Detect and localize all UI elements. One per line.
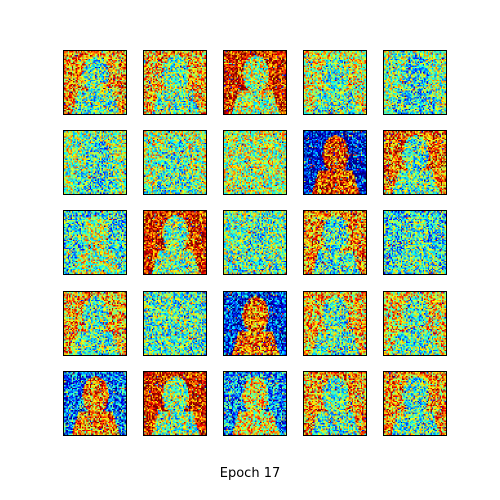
sample-image xyxy=(224,372,286,435)
sample-tile xyxy=(143,50,207,115)
sample-image xyxy=(384,211,446,274)
sample-image xyxy=(64,372,126,435)
sample-image xyxy=(384,292,446,355)
image-grid xyxy=(63,50,447,436)
sample-image xyxy=(64,292,126,355)
sample-image xyxy=(144,372,206,435)
sample-tile xyxy=(63,291,127,356)
sample-tile xyxy=(223,50,287,115)
sample-image xyxy=(304,51,366,114)
sample-tile xyxy=(143,210,207,275)
sample-tile xyxy=(63,130,127,195)
sample-tile xyxy=(63,371,127,436)
sample-tile xyxy=(383,371,447,436)
sample-tile xyxy=(63,50,127,115)
sample-image xyxy=(304,292,366,355)
sample-tile xyxy=(223,371,287,436)
sample-tile xyxy=(223,210,287,275)
sample-image xyxy=(304,131,366,194)
sample-image xyxy=(224,211,286,274)
sample-image xyxy=(144,211,206,274)
sample-image xyxy=(144,51,206,114)
sample-tile xyxy=(223,130,287,195)
sample-image xyxy=(384,131,446,194)
sample-image xyxy=(224,51,286,114)
sample-tile xyxy=(143,130,207,195)
epoch-caption: Epoch 17 xyxy=(219,466,281,481)
sample-tile xyxy=(143,371,207,436)
sample-image xyxy=(64,51,126,114)
sample-image xyxy=(144,292,206,355)
sample-tile xyxy=(383,291,447,356)
sample-tile xyxy=(383,130,447,195)
sample-image xyxy=(144,131,206,194)
sample-image xyxy=(224,292,286,355)
sample-image xyxy=(224,131,286,194)
sample-image xyxy=(304,372,366,435)
sample-image xyxy=(384,372,446,435)
sample-image xyxy=(64,211,126,274)
sample-image xyxy=(64,131,126,194)
sample-tile xyxy=(303,50,367,115)
sample-tile xyxy=(303,371,367,436)
sample-tile xyxy=(223,291,287,356)
sample-tile xyxy=(303,291,367,356)
sample-image xyxy=(384,51,446,114)
sample-tile xyxy=(383,210,447,275)
sample-tile xyxy=(383,50,447,115)
sample-tile xyxy=(303,210,367,275)
sample-tile xyxy=(143,291,207,356)
sample-tile xyxy=(303,130,367,195)
sample-image xyxy=(304,211,366,274)
sample-tile xyxy=(63,210,127,275)
